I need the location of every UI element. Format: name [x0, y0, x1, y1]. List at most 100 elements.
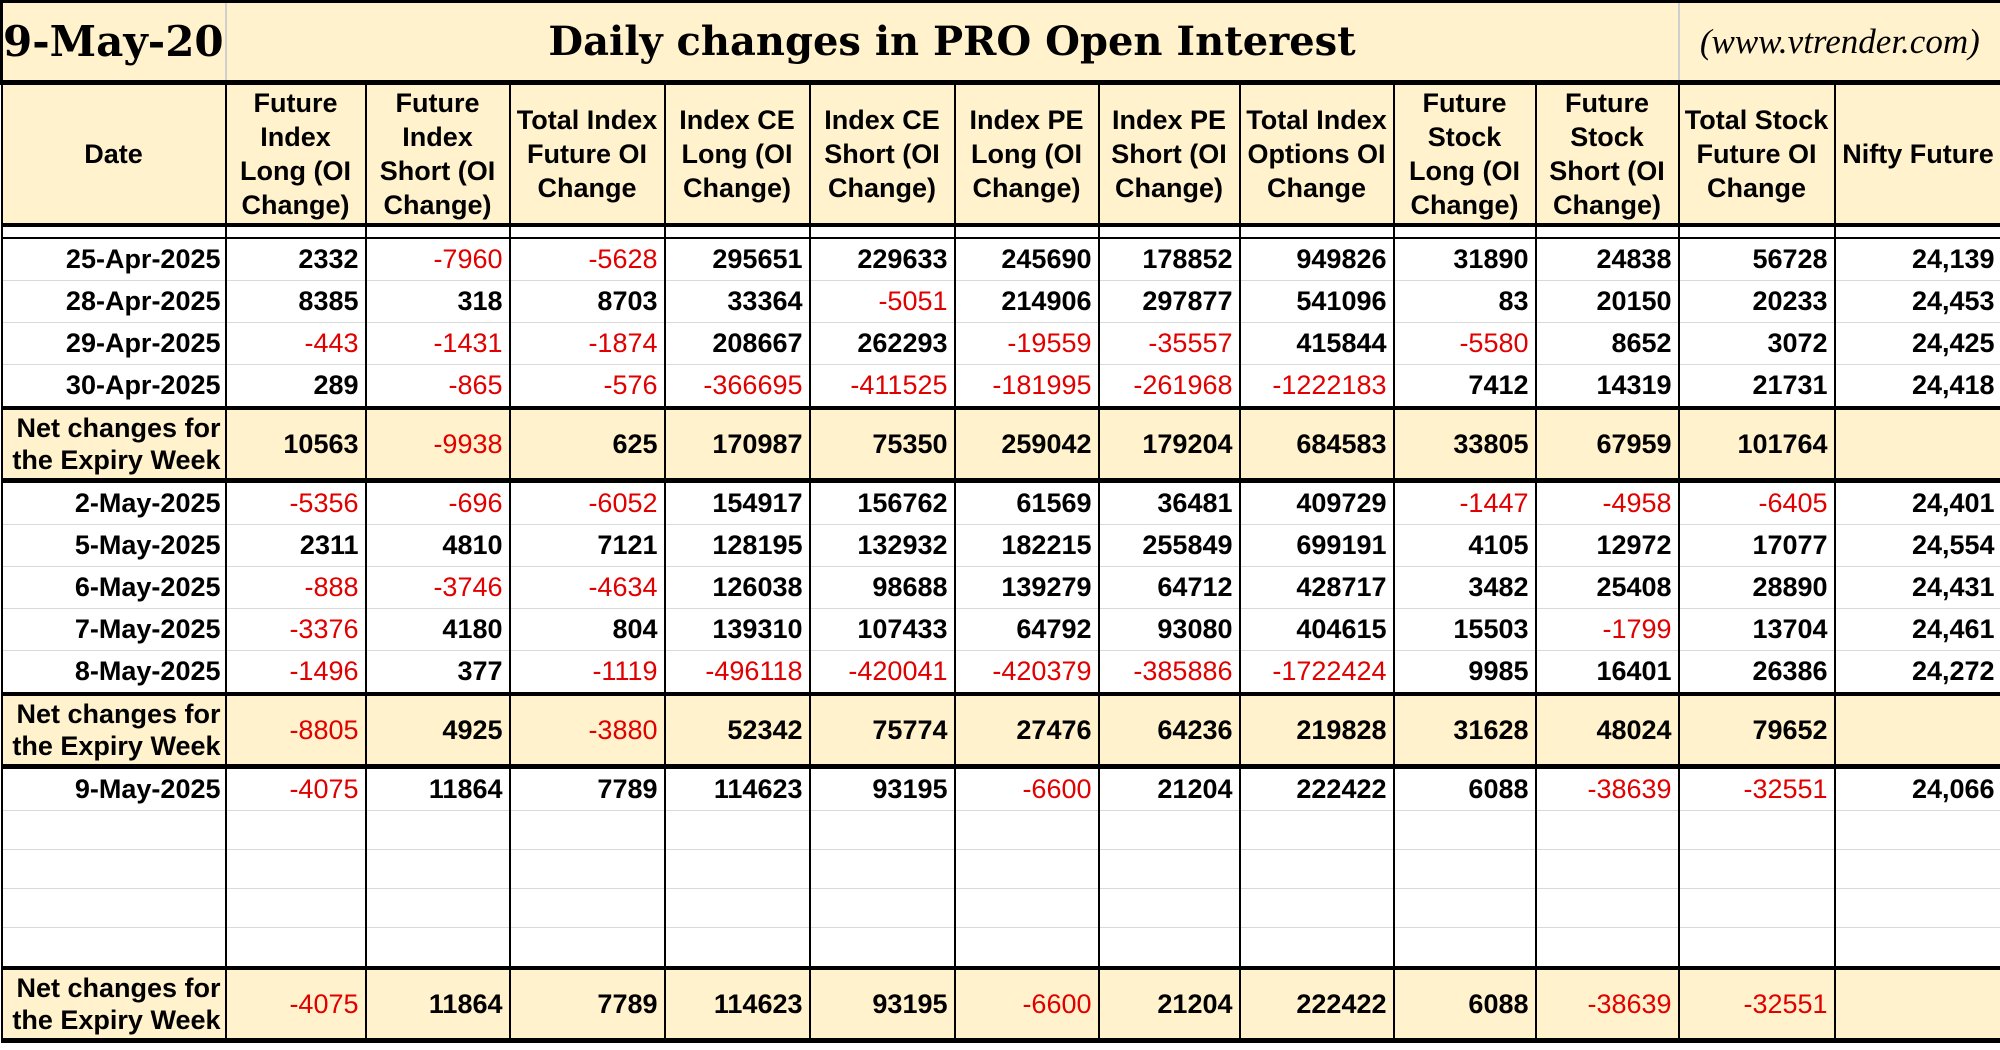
- column-header: Nifty Future: [1833, 82, 2000, 227]
- empty-cell: [1238, 888, 1395, 928]
- empty-cell: [1833, 849, 2000, 889]
- table-cell: 377: [364, 650, 511, 696]
- table-cell: -6405: [1677, 480, 1836, 525]
- table-cell: 107433: [808, 608, 956, 651]
- empty-cell: [224, 849, 367, 889]
- empty-cell: [224, 810, 367, 850]
- empty-cell: [1097, 888, 1241, 928]
- table-row: 29-Apr-2025 -443 -1431 -1874 208667 262293 -19…: [0, 322, 2000, 365]
- table-cell: 24,066: [1833, 766, 2000, 811]
- table-cell: 36481: [1097, 480, 1241, 525]
- empty-cell: [1392, 849, 1537, 889]
- column-header: Total Index Options OI Change: [1238, 82, 1395, 227]
- table-cell: 229633: [808, 238, 956, 281]
- spacer-cell: [663, 225, 811, 239]
- empty-cell: [364, 927, 511, 970]
- net-changes-label: Net changes for the Expiry Week: [0, 968, 227, 1043]
- table-cell: 139279: [953, 566, 1100, 609]
- column-header: Date: [0, 82, 227, 227]
- empty-cell: [1534, 810, 1680, 850]
- empty-cell: [508, 810, 666, 850]
- empty-cell: [1392, 927, 1537, 970]
- column-header: Future Index Long (OI Change): [224, 82, 367, 227]
- table-cell: -496118: [663, 650, 811, 696]
- spacer-cell: [953, 225, 1100, 239]
- table-cell: -411525: [808, 364, 956, 410]
- table-cell: 178852: [1097, 238, 1241, 281]
- table-cell: 3482: [1392, 566, 1537, 609]
- empty-cell: [1238, 927, 1395, 970]
- net-change-cell: 684583: [1238, 408, 1395, 483]
- empty-cell: [1097, 810, 1241, 850]
- table-cell: 28890: [1677, 566, 1836, 609]
- table-cell: -696: [364, 480, 511, 525]
- column-header: Future Index Short (OI Change): [364, 82, 511, 227]
- table-cell: 21731: [1677, 364, 1836, 410]
- empty-cell: [1833, 927, 2000, 970]
- net-change-cell: 222422: [1238, 968, 1395, 1043]
- table-cell: 26386: [1677, 650, 1836, 696]
- table-cell: -5356: [224, 480, 367, 525]
- empty-cell: [1392, 888, 1537, 928]
- table-cell: 404615: [1238, 608, 1395, 651]
- table-cell: -7960: [364, 238, 511, 281]
- title-row: 9-May-2025 Daily changes in PRO Open Int…: [0, 0, 2000, 85]
- empty-cell: [663, 927, 811, 970]
- net-change-cell: 179204: [1097, 408, 1241, 483]
- empty-cell: [663, 810, 811, 850]
- table-cell: 4180: [364, 608, 511, 651]
- spacer-cell: [1833, 225, 2000, 239]
- table-cell: 9985: [1392, 650, 1537, 696]
- net-change-cell: 170987: [663, 408, 811, 483]
- table-cell: 93195: [808, 766, 956, 811]
- table-row: 5-May-2025 2311 4810 7121 128195 132932 182215…: [0, 524, 2000, 567]
- empty-cell: [953, 849, 1100, 889]
- table-cell: 541096: [1238, 280, 1395, 323]
- table-cell: -4958: [1534, 480, 1680, 525]
- table-cell: 949826: [1238, 238, 1395, 281]
- table-cell: -5580: [1392, 322, 1537, 365]
- empty-cell: [808, 927, 956, 970]
- table-cell: -6600: [953, 766, 1100, 811]
- table-cell: 20150: [1534, 280, 1680, 323]
- empty-row: [0, 927, 2000, 970]
- table-cell: 17077: [1677, 524, 1836, 567]
- table-cell: 12972: [1534, 524, 1680, 567]
- table-cell: 24,431: [1833, 566, 2000, 609]
- row-date: 28-Apr-2025: [0, 280, 227, 323]
- column-header: Index CE Long (OI Change): [663, 82, 811, 227]
- table-cell: -1447: [1392, 480, 1537, 525]
- row-date: 2-May-2025: [0, 480, 227, 525]
- table-cell: 139310: [663, 608, 811, 651]
- table-cell: 182215: [953, 524, 1100, 567]
- column-header: Future Stock Long (OI Change): [1392, 82, 1537, 227]
- empty-cell: [1392, 810, 1537, 850]
- table-cell: 64712: [1097, 566, 1241, 609]
- table-cell: -1431: [364, 322, 511, 365]
- row-date: 25-Apr-2025: [0, 238, 227, 281]
- table-cell: 14319: [1534, 364, 1680, 410]
- net-change-cell: 101764: [1677, 408, 1836, 483]
- empty-cell: [0, 810, 227, 850]
- table-cell: -443: [224, 322, 367, 365]
- empty-cell: [224, 927, 367, 970]
- empty-cell: [808, 849, 956, 889]
- table-cell: -1222183: [1238, 364, 1395, 410]
- empty-cell: [1238, 849, 1395, 889]
- spacer-cell: [1097, 225, 1241, 239]
- net-change-cell: 48024: [1534, 694, 1680, 769]
- empty-row: [0, 849, 2000, 889]
- net-change-cell: [1833, 694, 2000, 769]
- table-cell: -1496: [224, 650, 367, 696]
- table-cell: 8385: [224, 280, 367, 323]
- table-cell: -420379: [953, 650, 1100, 696]
- table-cell: 56728: [1677, 238, 1836, 281]
- table-cell: 13704: [1677, 608, 1836, 651]
- table-cell: 33364: [663, 280, 811, 323]
- net-change-cell: -32551: [1677, 968, 1836, 1043]
- table-cell: -32551: [1677, 766, 1836, 811]
- table-cell: -5628: [508, 238, 666, 281]
- table-cell: -576: [508, 364, 666, 410]
- spacer-cell: [1677, 225, 1836, 239]
